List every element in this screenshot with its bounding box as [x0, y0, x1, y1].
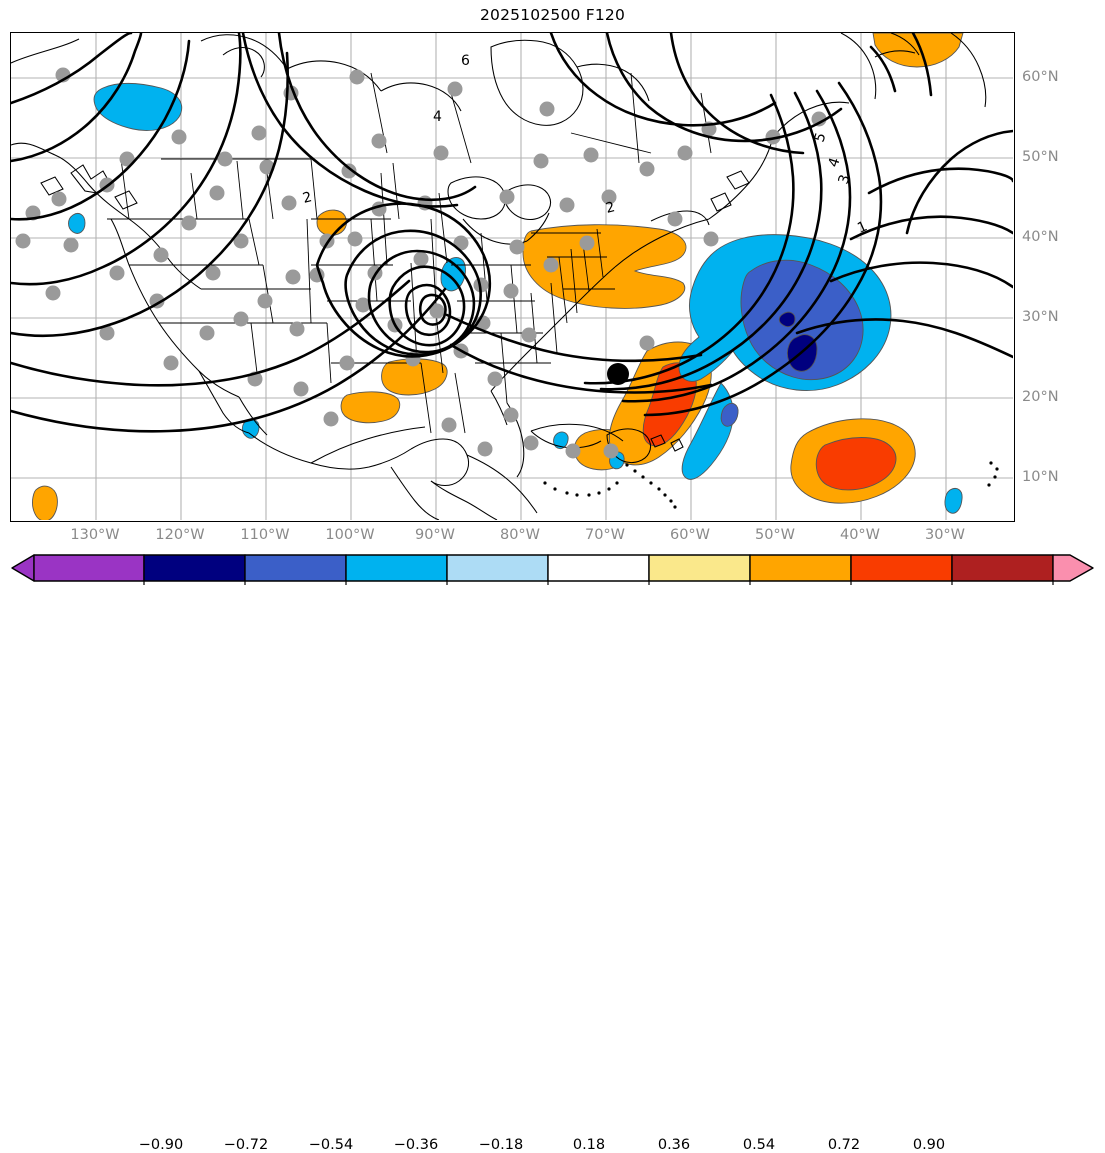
- colorbar-tick-label-7: 0.54: [742, 1137, 776, 1153]
- colorbar-over-region: [1052, 554, 1094, 582]
- figure-root: 2025102500 F120: [0, 6, 1105, 1153]
- shaded-region-east-atlantic-warm-core: [815, 437, 897, 491]
- contour-lines: [11, 33, 1013, 433]
- shaded-region-gulf-warm: [340, 391, 401, 424]
- colorbar-swatch-3: [345, 554, 448, 582]
- lon-label-30w: 30°W: [924, 527, 966, 543]
- map-panel[interactable]: 6 4 2 2 6 5 4 3 1: [10, 32, 1015, 522]
- colorbar-ticks: [143, 581, 1054, 585]
- shaded-region-nevada-cool: [68, 212, 86, 234]
- lon-label-80w: 80°W: [499, 527, 541, 543]
- lat-label-50n: 50°N: [1022, 149, 1059, 165]
- colorbar[interactable]: −0.90 −0.72 −0.54 −0.36 −0.18 0.18 0.36 …: [0, 551, 1105, 1153]
- colorbar-tick-label-0: −0.90: [138, 1137, 184, 1153]
- shaded-region-greenland-warm: [872, 33, 964, 68]
- colorbar-swatch-6: [648, 554, 751, 582]
- colorbar-tick-label-5: 0.18: [572, 1137, 606, 1153]
- lon-label-50w: 50°W: [754, 527, 796, 543]
- lat-label-30n: 30°N: [1022, 309, 1059, 325]
- colorbar-tick-label-4: −0.18: [478, 1137, 524, 1153]
- lon-label-110w: 110°W: [240, 527, 290, 543]
- contour-label-4-left: 4: [433, 109, 442, 125]
- shaded-region-texas-warm: [381, 358, 448, 396]
- colorbar-swatch-5: [547, 554, 650, 582]
- map-canvas: 6 4 2 2 6 5 4 3 1: [11, 33, 1013, 520]
- lat-label-20n: 20°N: [1022, 389, 1059, 405]
- colorbar-swatch-7: [749, 554, 852, 582]
- contour-label-2-left: 2: [301, 189, 314, 207]
- cyclone-marker: [607, 363, 629, 385]
- contour-label-3-right: 3: [836, 173, 854, 186]
- island-dots: [543, 461, 999, 509]
- lat-label-10n: 10°N: [1022, 469, 1059, 485]
- lat-label-60n: 60°N: [1022, 69, 1059, 85]
- colorbar-swatch-2: [244, 554, 347, 582]
- colorbar-tick-label-2: −0.54: [308, 1137, 354, 1153]
- contour-label-1-right: 1: [855, 218, 870, 236]
- lat-label-40n: 40°N: [1022, 229, 1059, 245]
- lon-label-60w: 60°W: [669, 527, 711, 543]
- colorbar-tick-label-1: −0.72: [223, 1137, 269, 1153]
- colorbar-swatches: [11, 554, 1094, 582]
- shaded-region-pacific-northwest: [93, 83, 183, 131]
- shaded-region-cuba-cool: [553, 431, 569, 450]
- colorbar-tick-label-9: 0.90: [912, 1137, 946, 1153]
- colorbar-tick-label-3: −0.36: [393, 1137, 439, 1153]
- colorbar-swatch-4: [446, 554, 549, 582]
- colorbar-swatch-0: [33, 554, 145, 582]
- shaded-region-colorado-warm: [316, 209, 347, 236]
- colorbar-swatch-1: [143, 554, 246, 582]
- shaded-region-west-pacific-warm: [32, 485, 58, 520]
- colorbar-canvas: [11, 554, 1094, 585]
- lon-label-100w: 100°W: [325, 527, 375, 543]
- lon-label-40w: 40°W: [839, 527, 881, 543]
- page-title: 2025102500 F120: [479, 6, 626, 24]
- colorbar-tick-label-8: 0.72: [827, 1137, 861, 1153]
- lon-label-120w: 120°W: [155, 527, 205, 543]
- lon-label-130w: 130°W: [70, 527, 120, 543]
- colorbar-swatch-8: [850, 554, 953, 582]
- contour-label-6-left: 6: [461, 53, 470, 69]
- contour-labels: 6 4 2 2 6 5 4 3 1: [301, 53, 870, 237]
- shaded-region-atlantic-cool-core-north: [778, 311, 796, 328]
- colorbar-under-arrow: [11, 554, 35, 582]
- colorbar-tick-label-6: 0.36: [657, 1137, 691, 1153]
- colorbar-swatch-9: [951, 554, 1054, 582]
- lon-label-70w: 70°W: [584, 527, 626, 543]
- contour-label-2-mid: 2: [604, 199, 617, 217]
- lon-label-90w: 90°W: [414, 527, 456, 543]
- shaded-region-atlantic-cool-small-sw: [720, 402, 739, 427]
- shaded-region-far-east-atlantic-cool: [944, 488, 963, 514]
